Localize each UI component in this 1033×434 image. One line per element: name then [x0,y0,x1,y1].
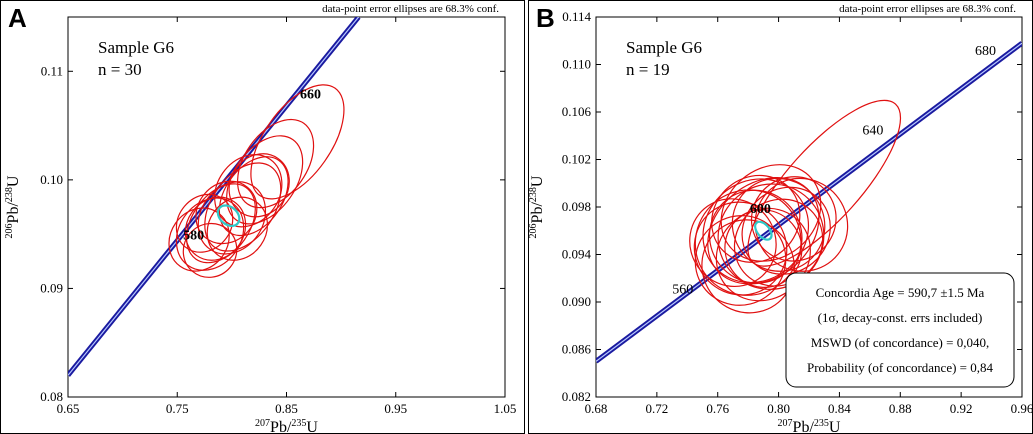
error-ellipse [694,215,787,306]
panel-frame [0,0,525,434]
axis-label-part: U [306,419,318,434]
axis-label-part: Pb/ [5,202,22,224]
error-ellipse [754,177,849,272]
error-ellipse [693,201,788,296]
axis-label-part: Pb/ [270,419,292,434]
error-ellipse [214,154,283,228]
x-axis-label: 207Pb/235U [778,418,841,434]
chart-panel-a: 0.65 0.75 0.85 0.95 1.05 0.08 0.09 0.10 0.11 580 6… [0,0,525,434]
concordia-result-line: Concordia Age = 590,7 ±1.5 Ma [816,285,985,300]
concordia-curve-highlight [596,42,1022,362]
y-tick-label: 0.106 [562,104,592,119]
chart-panel-b: 0.68 0.72 0.76 0.80 0.84 0.88 0.92 0.96 0.082 0.0… [528,0,1033,434]
error-ellipse [702,178,810,284]
age-marker-label: 640 [862,124,883,139]
concordia-result-line: MSWD (of concordance) = 0,040, [811,335,989,350]
sample-count: n = 19 [626,60,670,79]
axis-label-part: U [5,175,22,187]
ellipse-confidence-note: data-point error ellipses are 68.3% conf… [322,3,499,15]
axis-label-part: 235 [291,418,306,429]
error-ellipse [197,181,267,255]
y-tick-label: 0.086 [562,342,592,357]
error-ellipse [720,164,822,262]
x-tick-label: 0.96 [1011,401,1033,416]
error-ellipse [228,153,290,218]
x-tick-label: 0.72 [645,401,668,416]
x-tick-label: 0.85 [275,401,298,416]
axis-label-part: U [529,175,546,187]
axis-label-part: 207 [778,418,793,429]
y-tick-label: 0.10 [40,172,63,187]
concordia-age-ellipse [216,204,241,227]
x-tick-label: 0.75 [166,401,189,416]
age-marker-label: 600 [750,202,771,217]
sample-name: Sample G6 [98,38,174,57]
concordia-result-box [785,272,1015,388]
axis-label-part: 206 [528,223,539,238]
y-tick-label: 0.11 [41,63,63,78]
x-tick-label: 0.92 [950,401,973,416]
y-axis-label: 206Pb/238U [528,175,546,238]
error-ellipse [689,198,777,288]
error-ellipse [195,180,258,245]
error-ellipse [182,222,238,278]
x-tick-label: 0.76 [706,401,729,416]
panel-label: A [8,3,27,33]
x-tick-label: 0.68 [585,401,608,416]
y-tick-label: 0.094 [562,247,592,262]
error-ellipse [747,99,902,267]
error-ellipse [250,84,345,200]
y-tick-label: 0.090 [562,294,591,309]
error-ellipse [711,174,801,263]
y-tick-label: 0.09 [40,280,63,295]
axis-label-part: 238 [4,187,15,202]
plot-content: 580 660 [68,17,361,377]
axis-label-part: Pb/ [529,202,546,224]
age-marker-label: 560 [672,283,693,298]
x-tick-label: 0.65 [57,401,80,416]
x-tick-label: 0.88 [889,401,912,416]
ellipse-confidence-note: data-point error ellipses are 68.3% conf… [839,3,1016,15]
age-marker-label: 660 [300,87,321,102]
y-tick-label: 0.114 [562,9,591,24]
axis-label-part: 207 [255,418,270,429]
axis-label-part: 235 [814,418,829,429]
error-ellipse [701,219,795,314]
axis-label-part: 206 [4,223,15,238]
chart-b-svg: 0.68 0.72 0.76 0.80 0.84 0.88 0.92 0.96 0.082 0.0… [528,0,1033,434]
axis-label-part: 238 [528,187,539,202]
y-tick-label: 0.082 [562,389,591,404]
age-marker-label: 580 [183,229,204,244]
y-tick-label: 0.102 [562,152,591,167]
error-ellipse [206,196,269,261]
error-ellipse [236,118,315,209]
x-tick-label: 0.84 [828,401,851,416]
concordia-result-line: Probability (of concordance) = 0,84 [807,360,994,375]
x-axis-label: 207Pb/235U [255,418,318,434]
x-tick-label: 0.95 [384,401,407,416]
error-ellipse [750,176,837,262]
sample-count: n = 30 [98,60,142,79]
concordia-result-line: (1σ, decay-const. errs included) [818,310,983,325]
plot-content: 560 600 640 680 [596,41,1022,364]
error-ellipse [184,196,247,261]
axis-label-part: Pb/ [793,419,815,434]
error-ellipse [204,162,282,252]
y-tick-label: 0.110 [562,57,591,72]
y-tick-label: 0.098 [562,199,591,214]
error-ellipse [175,193,234,253]
y-tick-label: 0.08 [40,389,63,404]
chart-a-svg: 0.65 0.75 0.85 0.95 1.05 0.08 0.09 0.10 0.11 580 6… [0,0,525,434]
x-tick-label: 1.05 [494,401,517,416]
sample-name: Sample G6 [626,38,702,57]
panel-label: B [536,3,555,33]
age-marker-label: 680 [975,44,996,59]
axis-label-part: U [829,419,841,434]
panel-divider [525,0,528,434]
y-axis-label: 206Pb/238U [4,175,22,238]
error-ellipse [226,135,304,225]
x-tick-label: 0.80 [767,401,790,416]
concordia-age-ellipse [754,220,773,241]
